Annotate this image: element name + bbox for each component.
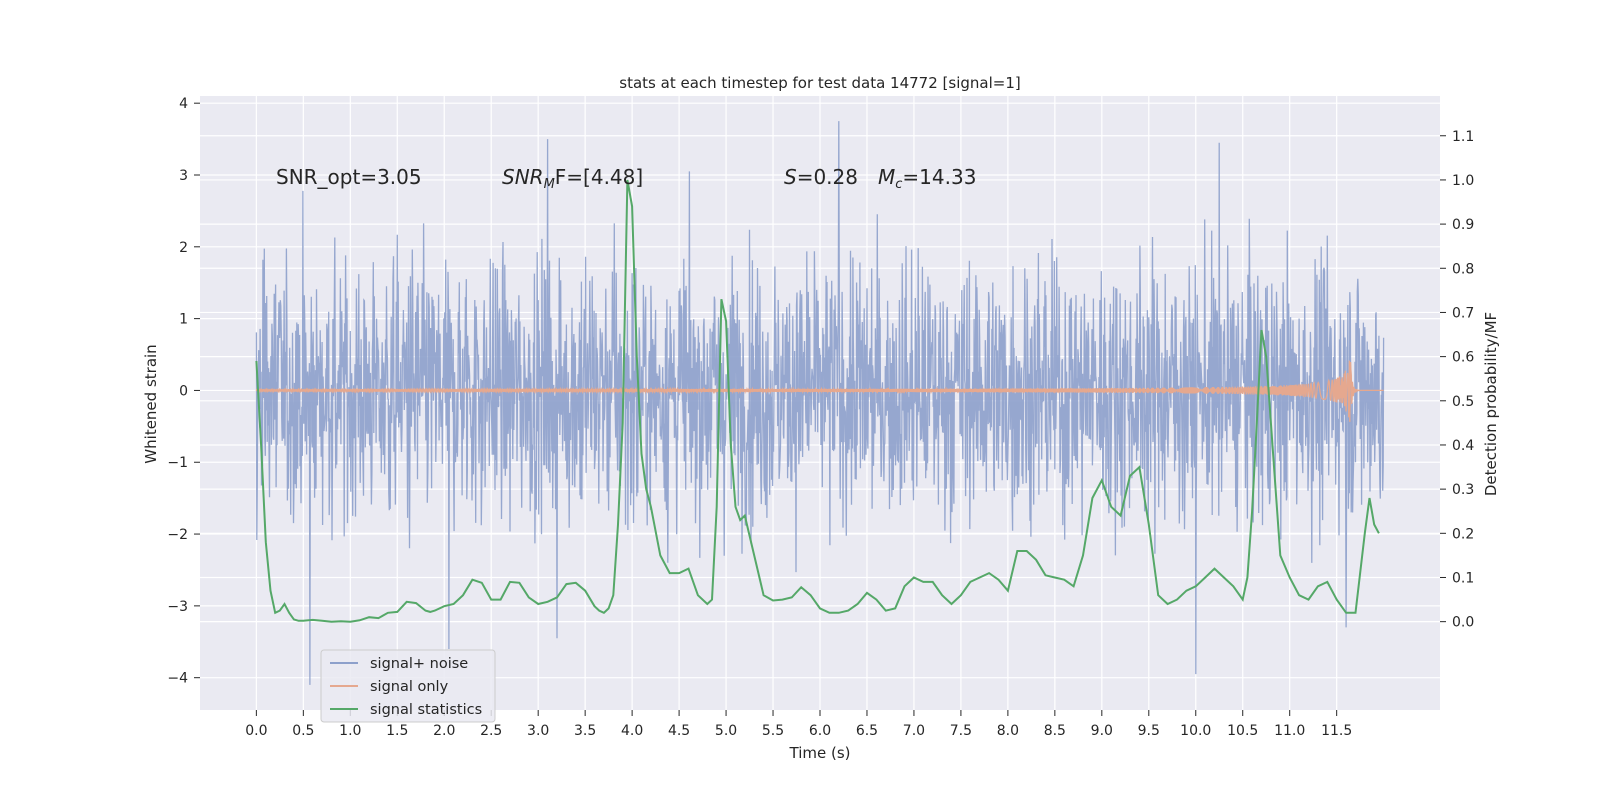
y-right-tick-label: 0.5 [1452, 394, 1474, 410]
y-left-axis-ticks: 4 3 2 1 0 −1 −2 −3 −4 [167, 96, 200, 687]
snr-mf-subscript: M [544, 177, 555, 192]
annotation-snr-opt: SNR_opt=3.05 [276, 165, 422, 189]
snr-mf-value: F=[4.48] [555, 165, 643, 189]
annotation-s: S=0.28 [784, 165, 858, 189]
y-right-tick-label: 0.3 [1452, 482, 1474, 498]
x-axis-label: Time (s) [789, 744, 851, 762]
x-tick-label: 11.5 [1321, 723, 1352, 739]
y-left-tick-label: −2 [167, 527, 188, 543]
x-tick-label: 2.0 [433, 723, 455, 739]
x-tick-label: 1.0 [339, 723, 361, 739]
x-tick-label: 6.0 [809, 723, 831, 739]
y-right-tick-label: 0.2 [1452, 526, 1474, 542]
x-tick-label: 8.5 [1044, 723, 1066, 739]
x-tick-label: 4.0 [621, 723, 643, 739]
y-right-axis-ticks: 1.1 1.0 0.9 0.8 0.7 0.6 0.5 0.4 0.3 0.2 0.1 0.0 [1440, 129, 1474, 631]
y-right-tick-label: 1.0 [1452, 173, 1474, 189]
y-right-tick-label: 1.1 [1452, 129, 1474, 145]
y-left-tick-label: −1 [167, 455, 188, 471]
legend-label-signal-only: signal only [370, 679, 449, 695]
y-left-axis-label: Whitened strain [142, 344, 160, 463]
x-tick-label: 6.5 [856, 723, 878, 739]
y-left-tick-label: 2 [179, 240, 188, 256]
y-left-tick-label: −4 [167, 671, 188, 687]
series-signal-statistics [255, 179, 1380, 623]
legend-label-signal-statistics: signal statistics [370, 702, 482, 718]
y-right-tick-label: 0.0 [1452, 615, 1474, 631]
x-tick-label: 0.0 [245, 723, 267, 739]
x-axis-ticks: 0.0 0.5 1.0 1.5 2.0 2.5 3.0 3.5 4.0 4.5 5.0 5.5 6.0 6… [245, 710, 1352, 739]
y-left-tick-label: 3 [179, 168, 188, 184]
x-tick-label: 9.5 [1138, 723, 1160, 739]
snr-mf-symbol: SNR [502, 165, 544, 189]
signal-only-line [255, 360, 1384, 422]
mc-subscript: c [895, 177, 902, 192]
y-left-tick-label: 0 [179, 383, 188, 399]
x-tick-label: 9.0 [1091, 723, 1113, 739]
signal-statistics-line [255, 179, 1380, 623]
mc-symbol: M [878, 165, 895, 189]
y-right-tick-label: 0.9 [1452, 217, 1474, 233]
x-tick-label: 5.5 [762, 723, 784, 739]
y-right-axis-label: Detection probability/MF [1482, 312, 1500, 496]
x-tick-label: 2.5 [480, 723, 502, 739]
x-tick-label: 11.0 [1274, 723, 1305, 739]
y-right-tick-label: 0.7 [1452, 305, 1474, 321]
legend-box [320, 649, 496, 723]
s-value: =0.28 [797, 165, 858, 189]
x-tick-label: 1.5 [386, 723, 408, 739]
x-tick-label: 3.0 [527, 723, 549, 739]
annotation-snr-mf: SNRMF=[4.48] [502, 165, 643, 192]
y-right-tick-label: 0.6 [1452, 350, 1474, 366]
y-left-tick-label: 4 [179, 96, 188, 112]
mc-value: =14.33 [902, 165, 976, 189]
x-tick-label: 10.0 [1180, 723, 1211, 739]
x-tick-label: 0.5 [292, 723, 314, 739]
x-tick-label: 8.0 [997, 723, 1019, 739]
chart-title: stats at each timestep for test data 147… [619, 74, 1020, 92]
legend: signal+ noise signal only signal statist… [320, 649, 496, 723]
y-right-tick-label: 0.8 [1452, 261, 1474, 277]
series-signal-plus-noise [255, 121, 1385, 685]
x-tick-label: 3.5 [574, 723, 596, 739]
legend-label-signal-plus-noise: signal+ noise [370, 656, 468, 672]
y-right-tick-label: 0.1 [1452, 570, 1474, 586]
x-tick-label: 5.0 [715, 723, 737, 739]
y-left-tick-label: 1 [179, 312, 188, 328]
x-tick-label: 7.5 [950, 723, 972, 739]
x-tick-label: 10.5 [1227, 723, 1258, 739]
x-tick-label: 7.0 [903, 723, 925, 739]
annotation-mc: Mc=14.33 [878, 165, 976, 192]
x-tick-label: 4.5 [668, 723, 690, 739]
y-left-tick-label: −3 [167, 599, 188, 615]
s-symbol: S [784, 165, 797, 189]
signal-plus-noise-line [255, 121, 1385, 685]
series-signal-only [255, 360, 1384, 422]
y-right-tick-label: 0.4 [1452, 438, 1474, 454]
